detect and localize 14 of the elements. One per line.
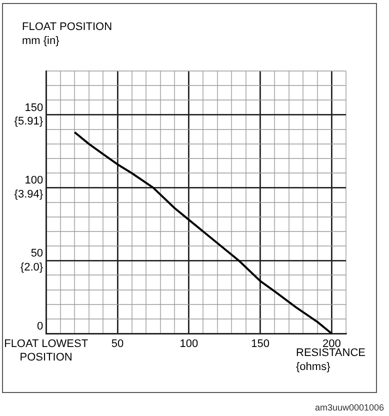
y-tick-label: 50 <box>30 248 44 260</box>
y-axis-title: FLOAT POSITION mm {in} <box>22 21 112 47</box>
x-tick-label: 100 <box>180 338 198 350</box>
x-tick-label: FLOAT LOWEST POSITION <box>4 338 88 364</box>
y-tick-label: 0 <box>36 320 44 333</box>
text: am3uuw0001006 <box>314 402 384 412</box>
y-tick-label: 100 <box>24 174 44 187</box>
y2-tick-label: {5.91} <box>14 116 44 128</box>
y2-tick-label: {2.0} <box>20 262 44 274</box>
x-tick-label: 50 <box>111 338 124 350</box>
y2-tick-label: {3.94} <box>14 188 44 201</box>
y-tick-label: 150 <box>24 102 44 114</box>
x-axis-title: RESISTANCE {ohms} <box>296 347 366 373</box>
x-tick-label: 150 <box>251 338 270 350</box>
